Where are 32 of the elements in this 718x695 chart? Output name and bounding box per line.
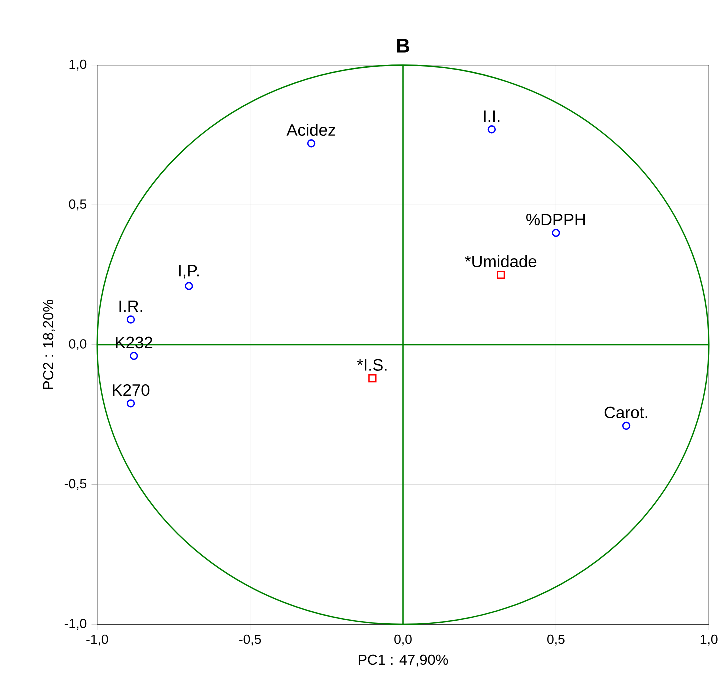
y-tick-label: 0,0: [69, 340, 87, 350]
point: [130, 352, 138, 360]
annotation: Carot.: [604, 406, 648, 419]
annotation: I.I.: [484, 110, 500, 122]
annotation: *Umidade: [465, 255, 537, 268]
annotation: K270: [113, 384, 150, 396]
point: [126, 316, 136, 324]
x-axis-title: PC1 : 47,90%: [358, 654, 448, 667]
point: [307, 140, 316, 148]
point: [368, 374, 377, 383]
x-tick-label: -0,5: [240, 634, 262, 646]
y-tick-label: -0,5: [64, 479, 87, 490]
x-tick-label: 0,5: [548, 634, 565, 646]
point: [622, 422, 631, 430]
x-tick-label: 1,0: [700, 634, 718, 646]
annotation: %DPPH: [526, 214, 586, 226]
point: [497, 271, 506, 280]
point: [126, 400, 136, 408]
point: [552, 229, 560, 238]
point: [488, 126, 496, 134]
annotation: *I.S.: [357, 359, 387, 372]
point: [185, 282, 194, 290]
y-tick-label: 0,5: [69, 200, 87, 211]
annotation: I.R.: [120, 300, 142, 312]
x-tick-label: 0,0: [394, 634, 412, 646]
annotation: I,P.: [179, 265, 199, 279]
annotation: Acidez: [286, 124, 336, 136]
y-tick-label: 1,0: [70, 60, 87, 71]
chart-title: B: [397, 39, 410, 53]
y-axis-title: PC2 : 18,20%: [43, 300, 56, 390]
x-tick-label: -1,0: [86, 634, 108, 646]
y-tick-label: -1,0: [64, 619, 87, 630]
